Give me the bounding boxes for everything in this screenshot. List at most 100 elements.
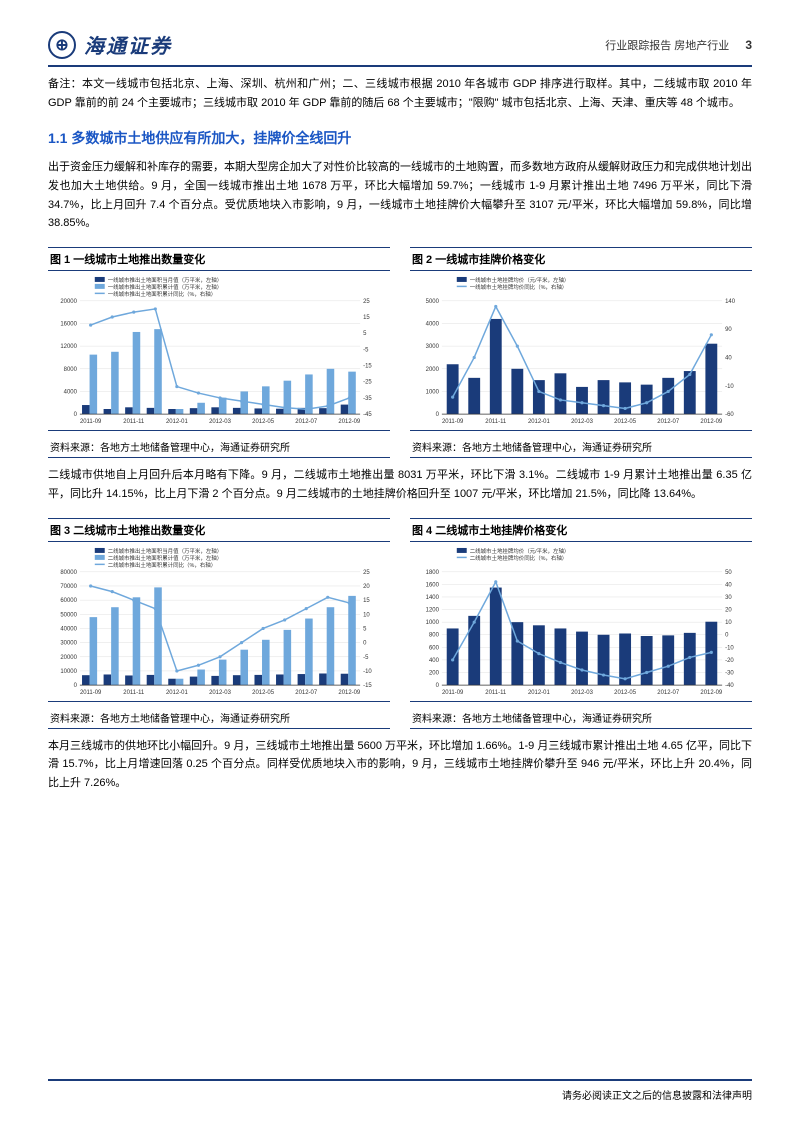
svg-text:-25: -25 [363, 380, 372, 386]
svg-text:-15: -15 [363, 683, 372, 689]
svg-text:二线城市推出土地面积累计同比（%，右轴）: 二线城市推出土地面积累计同比（%，右轴） [108, 560, 216, 568]
chart-4-source: 资料来源：各地方土地储备管理中心，海通证券研究所 [410, 707, 752, 729]
svg-text:800: 800 [429, 632, 440, 638]
svg-text:1000: 1000 [426, 390, 440, 396]
svg-text:2012-05: 2012-05 [252, 419, 275, 425]
svg-text:2011-09: 2011-09 [442, 690, 464, 696]
svg-text:10: 10 [725, 620, 732, 626]
svg-text:15: 15 [363, 315, 370, 321]
section-title: 1.1 多数城市土地供应有所加大，挂牌价全线回升 [48, 128, 752, 148]
chart-1-source: 资料来源：各地方土地储备管理中心，海通证券研究所 [48, 436, 390, 458]
chart-4-title: 图 4 二线城市土地挂牌价格变化 [410, 518, 752, 542]
svg-text:2012-07: 2012-07 [295, 690, 318, 696]
svg-text:2012-07: 2012-07 [657, 690, 680, 696]
svg-text:一线城市推出土地面积累计同比（%，右轴）: 一线城市推出土地面积累计同比（%，右轴） [108, 290, 216, 298]
svg-text:20: 20 [725, 607, 732, 613]
svg-text:4000: 4000 [426, 322, 440, 328]
svg-text:二线城市土地挂牌均价（元/平米，左轴）: 二线城市土地挂牌均价（元/平米，左轴） [470, 546, 570, 554]
svg-text:-5: -5 [363, 654, 369, 660]
svg-text:0: 0 [725, 632, 729, 638]
svg-text:40000: 40000 [60, 626, 77, 632]
svg-text:60000: 60000 [60, 598, 77, 604]
svg-text:-5: -5 [363, 347, 369, 353]
svg-text:2012-03: 2012-03 [571, 690, 594, 696]
svg-text:一线城市推出土地面积累计值（万平米，左轴）: 一线城市推出土地面积累计值（万平米，左轴） [108, 283, 223, 291]
svg-text:2011-09: 2011-09 [80, 690, 102, 696]
svg-text:10: 10 [363, 612, 370, 618]
svg-text:-30: -30 [725, 670, 734, 676]
svg-text:2000: 2000 [426, 367, 440, 373]
svg-text:25: 25 [363, 569, 370, 575]
svg-text:0: 0 [436, 412, 440, 418]
svg-text:2012-03: 2012-03 [209, 419, 232, 425]
svg-text:2011-09: 2011-09 [442, 419, 464, 425]
svg-text:-10: -10 [725, 645, 734, 651]
chart-2-svg: 010002000300040005000-60-1040901402011-0… [410, 271, 752, 431]
page-footer: 请务必阅读正文之后的信息披露和法律声明 [48, 1079, 752, 1102]
svg-text:-40: -40 [725, 683, 734, 689]
svg-text:50000: 50000 [60, 612, 77, 618]
svg-text:0: 0 [74, 412, 78, 418]
svg-text:140: 140 [725, 299, 736, 305]
svg-text:-60: -60 [725, 412, 734, 418]
svg-text:3000: 3000 [426, 344, 440, 350]
chart-2-source: 资料来源：各地方土地储备管理中心，海通证券研究所 [410, 436, 752, 458]
svg-text:一线城市土地挂牌均价（元/平米，左轴）: 一线城市土地挂牌均价（元/平米，左轴） [470, 276, 570, 284]
svg-text:30: 30 [725, 594, 732, 600]
svg-text:20000: 20000 [60, 654, 77, 660]
svg-text:2012-01: 2012-01 [528, 690, 551, 696]
page-header: ⊕ 海通证券 行业跟踪报告 房地产行业 3 [48, 30, 752, 67]
svg-text:2011-09: 2011-09 [80, 419, 102, 425]
svg-text:1800: 1800 [426, 569, 440, 575]
svg-text:2012-03: 2012-03 [209, 690, 232, 696]
svg-text:2012-05: 2012-05 [614, 419, 637, 425]
svg-text:2012-05: 2012-05 [614, 690, 637, 696]
svg-text:30000: 30000 [60, 640, 77, 646]
chart-3-svg: 0100002000030000400005000060000700008000… [48, 542, 390, 702]
svg-text:0: 0 [436, 683, 440, 689]
paragraph-1: 出于资金压力缓解和补库存的需要，本期大型房企加大了对性价比较高的一线城市的土地购… [48, 158, 752, 233]
chart-2-title: 图 2 一线城市挂牌价格变化 [410, 247, 752, 271]
svg-text:1200: 1200 [426, 607, 440, 613]
svg-text:-15: -15 [363, 364, 372, 370]
svg-text:2011-11: 2011-11 [485, 419, 507, 425]
header-note: 备注：本文一线城市包括北京、上海、深圳、杭州和广州；二、三线城市根据 2010 … [48, 75, 752, 112]
paragraph-2: 二线城市供地自上月回升后本月略有下降。9 月，二线城市土地推出量 8031 万平… [48, 466, 752, 503]
svg-text:2012-05: 2012-05 [252, 690, 275, 696]
svg-text:-10: -10 [725, 384, 734, 390]
svg-text:-45: -45 [363, 412, 372, 418]
svg-text:4000: 4000 [64, 390, 78, 396]
svg-text:20: 20 [363, 583, 370, 589]
page-number: 3 [745, 38, 752, 52]
svg-text:2012-07: 2012-07 [295, 419, 318, 425]
svg-text:二线城市土地挂牌均价同比（%，右轴）: 二线城市土地挂牌均价同比（%，右轴） [470, 553, 568, 561]
chart-1-title: 图 1 一线城市土地推出数量变化 [48, 247, 390, 271]
brand-logo-icon: ⊕ [48, 31, 76, 59]
chart-3-container: 图 3 二线城市土地推出数量变化 01000020000300004000050… [48, 518, 390, 729]
svg-text:8000: 8000 [64, 367, 78, 373]
svg-text:2012-03: 2012-03 [571, 419, 594, 425]
chart-4-container: 图 4 二线城市土地挂牌价格变化 02004006008001000120014… [410, 518, 752, 729]
svg-text:200: 200 [429, 670, 440, 676]
svg-text:600: 600 [429, 645, 440, 651]
svg-text:-10: -10 [363, 668, 372, 674]
svg-text:2012-07: 2012-07 [657, 419, 680, 425]
chart-3-title: 图 3 二线城市土地推出数量变化 [48, 518, 390, 542]
svg-text:80000: 80000 [60, 569, 77, 575]
svg-text:25: 25 [363, 299, 370, 305]
svg-text:2012-01: 2012-01 [166, 690, 189, 696]
svg-text:400: 400 [429, 657, 440, 663]
svg-text:-35: -35 [363, 396, 372, 402]
chart-1-svg: 040008000120001600020000-45-35-25-15-551… [48, 271, 390, 431]
svg-text:0: 0 [363, 640, 367, 646]
svg-text:70000: 70000 [60, 583, 77, 589]
svg-text:16000: 16000 [60, 322, 77, 328]
svg-text:一线城市土地挂牌均价同比（%，右轴）: 一线城市土地挂牌均价同比（%，右轴） [470, 283, 568, 291]
svg-text:-20: -20 [725, 657, 734, 663]
svg-text:2012-01: 2012-01 [166, 419, 189, 425]
svg-text:1600: 1600 [426, 582, 440, 588]
brand-name: 海通证券 [84, 30, 172, 59]
svg-text:2011-11: 2011-11 [123, 419, 145, 425]
chart-1-container: 图 1 一线城市土地推出数量变化 04000800012000160002000… [48, 247, 390, 458]
svg-text:1000: 1000 [426, 620, 440, 626]
